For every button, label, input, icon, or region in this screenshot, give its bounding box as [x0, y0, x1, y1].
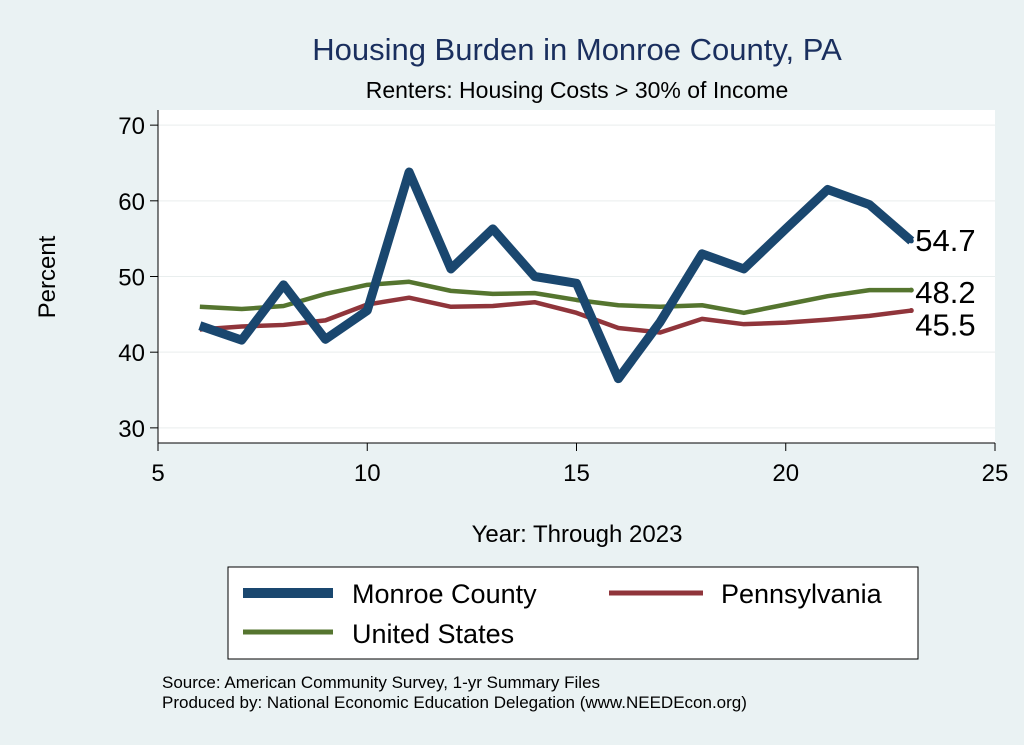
x-ticks: 5 10 15 20 25	[151, 443, 1008, 487]
y-tick-label-50: 50	[118, 265, 145, 292]
x-tick-label-15: 15	[563, 460, 590, 487]
end-label-pennsylvania: 45.5	[915, 308, 975, 343]
chart-title: Housing Burden in Monroe County, PA	[312, 32, 842, 67]
x-tick-label-5: 5	[151, 460, 164, 487]
x-tick-label-25: 25	[982, 460, 1009, 487]
end-labels: 54.7 45.548.2	[915, 223, 975, 343]
gridlines	[158, 124, 995, 429]
produced-by-note: Produced by: National Economic Education…	[162, 693, 747, 712]
end-label-monroe-county: 54.7	[915, 223, 975, 258]
y-tick-label-30: 30	[118, 416, 145, 443]
series-line-united-states	[199, 279, 912, 316]
y-ticks: 30 40 50 60 70	[118, 113, 158, 443]
x-axis-label: Year: Through 2023	[472, 521, 683, 548]
y-tick-label-60: 60	[118, 189, 145, 216]
chart-subtitle: Renters: Housing Costs > 30% of Income	[366, 77, 789, 103]
legend-label-pennsylvania: Pennsylvania	[721, 579, 883, 609]
x-tick-label-20: 20	[772, 460, 799, 487]
end-point-monroe-county	[908, 238, 914, 244]
source-note: Source: American Community Survey, 1-yr …	[162, 673, 600, 692]
series-layer	[198, 167, 915, 384]
y-tick-label-40: 40	[118, 340, 145, 367]
legend-label-monroe-county: Monroe County	[352, 579, 537, 609]
end-point-united-states	[908, 287, 914, 293]
end-point-pennsylvania	[908, 308, 914, 314]
series-line-pennsylvania	[199, 295, 912, 335]
series-line-monroe-county	[198, 167, 915, 384]
x-tick-label-10: 10	[354, 460, 381, 487]
y-tick-label-70: 70	[118, 113, 145, 140]
y-axis-label: Percent	[34, 235, 61, 318]
legend-box	[227, 566, 919, 660]
legend-label-united-states: United States	[352, 619, 514, 649]
end-label-united-states: 48.2	[915, 275, 975, 310]
